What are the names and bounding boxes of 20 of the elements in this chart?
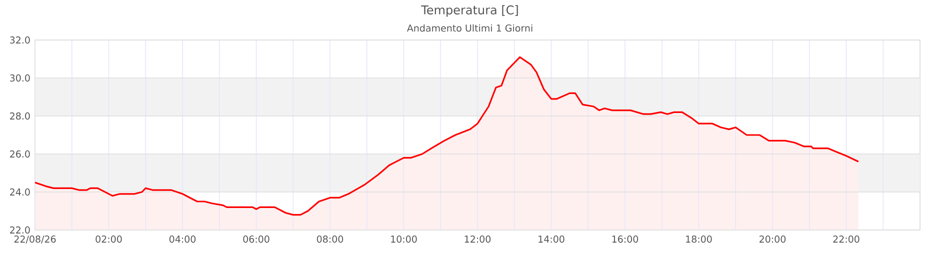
x-tick-label: 22/08/26	[14, 236, 56, 244]
y-tick-label: 28.0	[10, 112, 30, 120]
x-tick-label: 16:00	[612, 236, 638, 243]
x-tick-label: 10:00	[391, 236, 417, 243]
x-tick-label: 18:00	[686, 236, 712, 243]
y-tick-label: 24.0	[10, 188, 30, 196]
y-tick-label: 30.0	[10, 74, 30, 82]
y-tick-label: 22.0	[10, 226, 30, 234]
chart-subtitle: Andamento Ultimi 1 Giorni	[406, 24, 532, 32]
x-tick-label: 04:00	[169, 236, 196, 243]
x-tick-label: 14:00	[538, 236, 564, 243]
x-tick-label: 02:00	[96, 236, 122, 243]
x-tick-label: 12:00	[464, 236, 491, 243]
x-tick-label: 06:00	[243, 236, 270, 243]
x-tick-label: 20:00	[760, 236, 786, 243]
chart-title: Temperatura [C]	[421, 5, 518, 17]
x-tick-label: 22:00	[833, 236, 860, 243]
y-tick-label: 32.0	[10, 36, 30, 44]
x-tick-label: 08:00	[316, 236, 344, 243]
y-tick-label: 26.0	[10, 150, 30, 158]
